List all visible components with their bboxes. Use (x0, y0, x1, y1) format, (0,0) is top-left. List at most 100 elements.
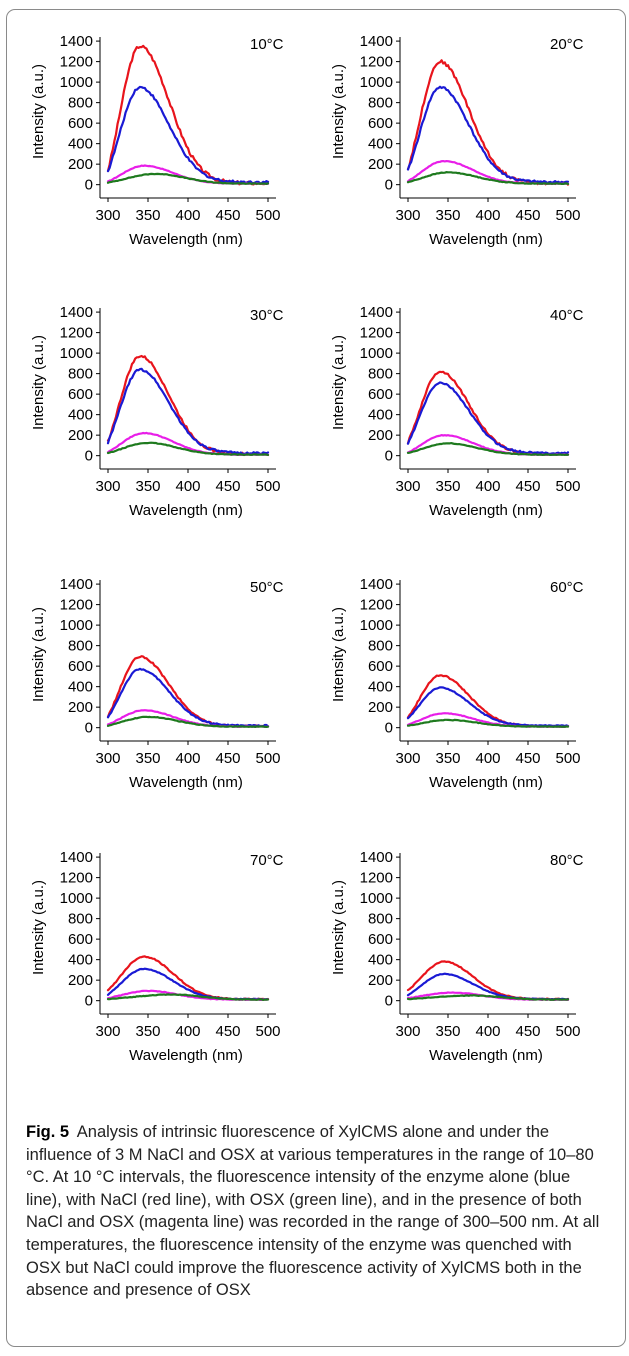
y-tick-label: 1000 (60, 74, 93, 91)
x-tick-label: 350 (135, 750, 160, 767)
y-tick-label: 1000 (360, 345, 393, 362)
figure-frame (6, 9, 626, 1347)
x-tick-label: 450 (215, 1023, 240, 1040)
x-tick-label: 350 (135, 478, 160, 495)
series-line-4 (406, 718, 570, 728)
x-tick-label: 400 (475, 207, 500, 224)
series-line-1 (106, 354, 270, 457)
series-line-4 (406, 442, 570, 456)
y-axis-title: Intensity (a.u.) (330, 607, 347, 702)
y-tick-label: 1400 (360, 304, 393, 321)
series-line-4 (106, 715, 270, 729)
y-tick-label: 600 (368, 386, 393, 403)
y-tick-label: 200 (368, 699, 393, 716)
x-tick-label: 400 (475, 478, 500, 495)
y-tick-label: 800 (368, 638, 393, 655)
x-tick-label: 500 (255, 478, 280, 495)
series-line-2 (406, 381, 570, 455)
series-line-4 (406, 994, 570, 1001)
series-line-1 (406, 370, 570, 456)
y-tick-label: 1000 (360, 890, 393, 907)
y-tick-label: 1400 (360, 849, 393, 866)
y-axis-title: Intensity (a.u.) (330, 335, 347, 430)
chart-panel-1: 0 200 400 600 800 1000 1200 1400 300 350 400 450 500… (30, 33, 284, 248)
series-line-2 (106, 85, 270, 185)
y-tick-label: 400 (68, 952, 93, 969)
y-tick-label: 200 (368, 427, 393, 444)
y-tick-label: 0 (85, 448, 93, 465)
x-tick-label: 400 (175, 207, 200, 224)
series-line-1 (406, 59, 570, 186)
figure-caption: Fig. 5 Analysis of intrinsic fluorescenc… (26, 1121, 606, 1302)
x-tick-label: 450 (215, 207, 240, 224)
x-tick-label: 500 (555, 478, 580, 495)
y-tick-label: 800 (68, 95, 93, 112)
x-tick-label: 450 (515, 750, 540, 767)
y-tick-label: 1200 (360, 870, 393, 887)
series-line-2 (106, 667, 270, 728)
temperature-label: 30°C (250, 307, 284, 324)
x-axis-title: Wavelength (nm) (129, 774, 243, 791)
y-tick-label: 200 (368, 972, 393, 989)
x-tick-label: 300 (395, 207, 420, 224)
x-tick-label: 450 (215, 478, 240, 495)
chart-panel-3: 0 200 400 600 800 1000 1200 1400 300 350 400 450 500… (30, 304, 284, 519)
x-tick-label: 400 (475, 1023, 500, 1040)
figure-panels: 0 200 400 600 800 1000 1200 1400 300 350 400 450 500… (30, 33, 584, 1064)
series-line-1 (106, 44, 270, 186)
y-tick-label: 1200 (60, 325, 93, 342)
x-tick-label: 350 (435, 478, 460, 495)
y-tick-label: 0 (385, 448, 393, 465)
y-tick-label: 1200 (60, 870, 93, 887)
x-tick-label: 350 (435, 207, 460, 224)
y-tick-label: 400 (68, 407, 93, 424)
y-axis-title: Intensity (a.u.) (330, 64, 347, 159)
y-tick-label: 400 (368, 407, 393, 424)
x-tick-label: 500 (555, 1023, 580, 1040)
y-tick-label: 600 (368, 931, 393, 948)
y-axis-title: Intensity (a.u.) (30, 64, 47, 159)
y-tick-label: 0 (385, 993, 393, 1010)
y-tick-label: 1000 (360, 617, 393, 634)
chart-panel-8: 0 200 400 600 800 1000 1200 1400 300 350 400 450 500… (330, 849, 584, 1064)
x-axis-title: Wavelength (nm) (429, 231, 543, 248)
x-tick-label: 450 (215, 750, 240, 767)
y-tick-label: 400 (368, 679, 393, 696)
y-tick-label: 200 (368, 156, 393, 173)
y-tick-label: 1000 (60, 345, 93, 362)
y-tick-label: 1400 (60, 33, 93, 50)
y-tick-label: 600 (68, 115, 93, 132)
chart-panel-2: 0 200 400 600 800 1000 1200 1400 300 350 400 450 500… (330, 33, 584, 248)
x-tick-label: 300 (95, 750, 120, 767)
x-tick-label: 500 (555, 207, 580, 224)
y-tick-label: 600 (68, 658, 93, 675)
y-tick-label: 0 (85, 720, 93, 737)
x-tick-label: 350 (135, 1023, 160, 1040)
x-tick-label: 350 (435, 750, 460, 767)
temperature-label: 20°C (550, 36, 584, 53)
y-tick-label: 1200 (60, 54, 93, 71)
x-axis-title: Wavelength (nm) (429, 1047, 543, 1064)
x-tick-label: 450 (515, 207, 540, 224)
chart-panel-6: 0 200 400 600 800 1000 1200 1400 300 350 400 450 500… (330, 576, 584, 791)
y-tick-label: 1400 (60, 304, 93, 321)
y-tick-label: 0 (85, 177, 93, 194)
x-tick-label: 350 (435, 1023, 460, 1040)
series-line-1 (106, 655, 270, 728)
series-line-4 (106, 993, 270, 1002)
x-tick-label: 300 (395, 1023, 420, 1040)
caption-text: Analysis of intrinsic fluorescence of Xy… (26, 1123, 600, 1300)
y-tick-label: 1200 (360, 325, 393, 342)
x-axis-title: Wavelength (nm) (429, 502, 543, 519)
temperature-label: 70°C (250, 852, 284, 869)
series-line-4 (106, 172, 270, 185)
x-tick-label: 300 (395, 750, 420, 767)
y-tick-label: 200 (68, 427, 93, 444)
y-tick-label: 800 (368, 95, 393, 112)
temperature-label: 10°C (250, 36, 284, 53)
x-axis-title: Wavelength (nm) (129, 231, 243, 248)
y-tick-label: 400 (68, 679, 93, 696)
series-line-2 (406, 686, 570, 728)
x-tick-label: 300 (95, 207, 120, 224)
y-tick-label: 800 (68, 366, 93, 383)
